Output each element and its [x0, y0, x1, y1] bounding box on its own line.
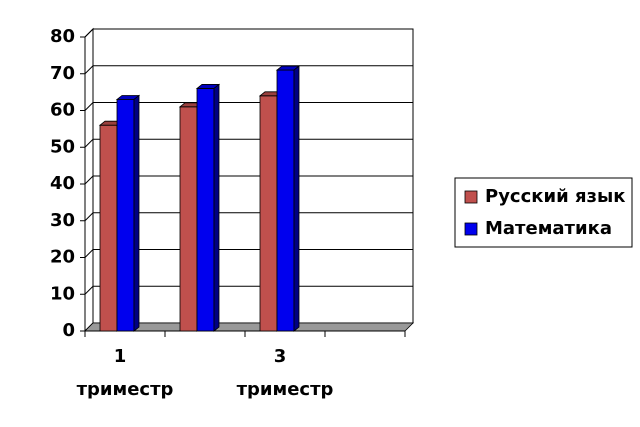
bar-front — [196, 88, 215, 332]
bar-side — [213, 83, 220, 332]
y-tick-label: 20 — [50, 247, 75, 268]
grid-line — [84, 212, 94, 222]
grid-line — [84, 65, 94, 75]
y-tick-label: 0 — [62, 320, 75, 341]
y-tick-label: 80 — [50, 26, 75, 47]
y-tick-label: 50 — [50, 136, 75, 157]
x-tick-label: 1 триместр — [77, 346, 174, 400]
grid-line — [84, 285, 94, 295]
bar-front — [99, 124, 118, 332]
bar-front — [179, 106, 198, 332]
bar-side — [293, 65, 300, 332]
legend-label: Русский язык — [485, 186, 625, 207]
legend-label: Математика — [485, 218, 612, 239]
legend-box — [454, 177, 633, 248]
y-tick-label: 30 — [50, 210, 75, 231]
x-tick-label: 3 триместр — [237, 346, 334, 400]
bar — [115, 94, 141, 332]
grid-line — [84, 249, 94, 258]
bar — [275, 65, 301, 332]
grid-line — [84, 102, 94, 111]
bar-front — [276, 69, 295, 332]
bar-front — [259, 95, 278, 332]
y-tick-label: 10 — [50, 283, 75, 304]
grid-line — [84, 138, 94, 148]
bar-side — [133, 94, 140, 332]
legend-swatch — [464, 190, 478, 204]
bar-front — [116, 99, 135, 332]
y-tick-label: 70 — [50, 63, 75, 84]
grid-line — [84, 28, 94, 38]
bar — [195, 83, 221, 332]
grid-line — [84, 175, 94, 185]
y-tick-label: 60 — [50, 100, 75, 121]
y-tick-label: 40 — [50, 173, 75, 194]
legend-swatch — [464, 222, 478, 236]
